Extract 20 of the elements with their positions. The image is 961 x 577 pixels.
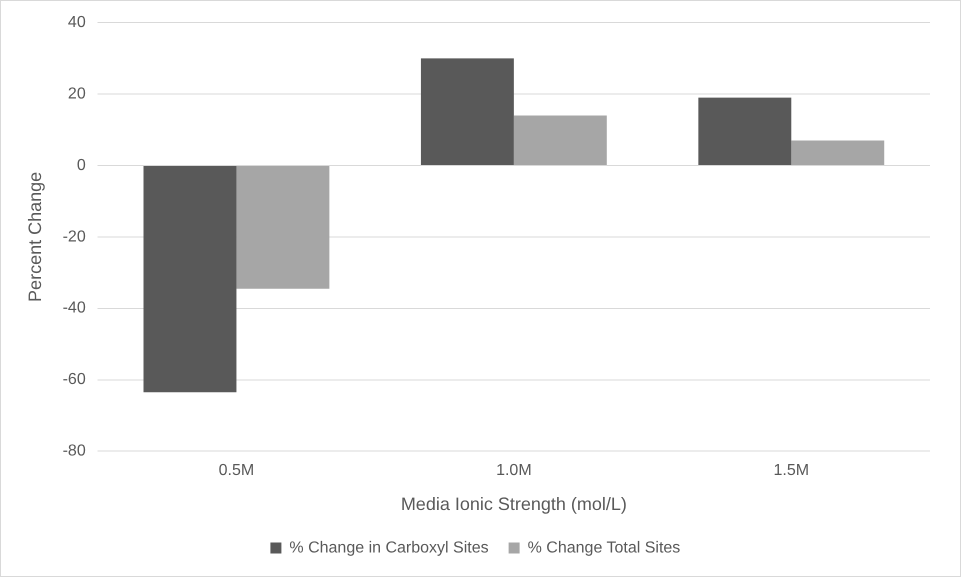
- bar: [144, 166, 236, 392]
- y-tick-label: -60: [62, 371, 86, 388]
- x-tick-label: 1.0M: [496, 462, 532, 480]
- bar: [514, 115, 607, 165]
- bar: [236, 166, 330, 289]
- bar: [698, 98, 792, 165]
- legend-label: % Change Total Sites: [528, 539, 680, 556]
- y-axis-title: Percent Change: [24, 172, 45, 302]
- x-axis-title: Media Ionic Strength (mol/L): [400, 494, 627, 514]
- y-tick-label: -20: [62, 228, 86, 246]
- legend-label: % Change in Carboxyl Sites: [289, 539, 489, 556]
- x-tick-label: 1.5M: [774, 462, 810, 480]
- y-tick-label: 40: [68, 14, 86, 32]
- y-tick-label: -80: [62, 442, 86, 460]
- x-tick-label: 0.5M: [218, 462, 254, 480]
- y-tick-label: 20: [68, 85, 86, 102]
- bar: [420, 58, 514, 165]
- y-tick-label: 0: [76, 156, 86, 174]
- bar: [791, 140, 884, 165]
- y-tick-label: -40: [62, 300, 86, 317]
